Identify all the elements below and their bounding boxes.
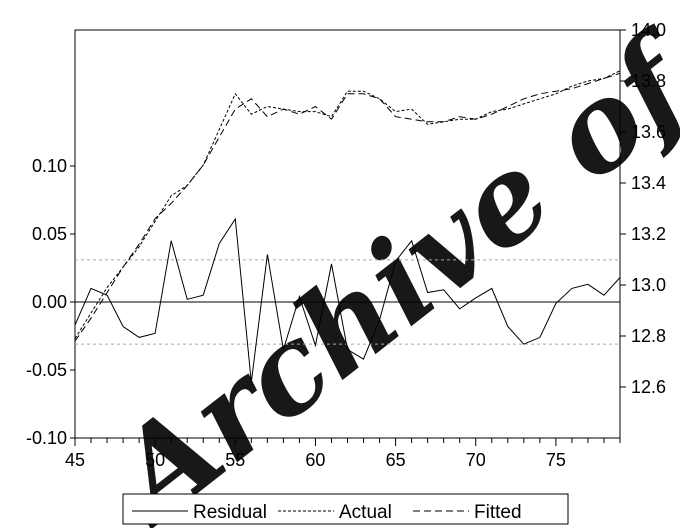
watermark-text: Archive of [82,5,680,528]
right-tick-label: 13.2 [631,224,666,244]
x-tick-label: 60 [305,450,325,470]
right-tick-label: 14.0 [631,20,666,40]
legend-label-residual: Residual [193,502,267,523]
x-tick-label: 65 [386,450,406,470]
x-axis: 45 50 55 60 65 70 75 [65,438,621,470]
left-tick-label: 0.05 [32,224,67,244]
x-tick-label: 55 [225,450,245,470]
series-layer [74,70,621,383]
x-tick-label: 75 [546,450,566,470]
left-y-axis: -0.10 -0.05 0.00 0.05 0.10 [26,156,75,448]
left-tick-label: 0.00 [32,292,67,312]
series-actual-line [74,70,621,339]
series-residual-line [74,217,621,383]
right-tick-label: 13.8 [631,71,666,91]
right-tick-label: 13.4 [631,173,666,193]
right-tick-label: 12.8 [631,326,666,346]
right-tick-label: 13.6 [631,122,666,142]
x-tick-label: 70 [466,450,486,470]
legend-label-fitted: Fitted [474,502,522,523]
legend-label-actual: Actual [339,502,392,523]
left-tick-label: -0.05 [26,360,67,380]
right-y-axis: 12.6 12.8 13.0 13.2 13.4 13.6 13.8 14.0 [620,20,666,397]
x-tick-label: 50 [145,450,165,470]
left-tick-label: -0.10 [26,428,67,448]
legend: Residual Actual Fitted [122,493,569,525]
reference-lines [75,259,620,345]
left-tick-label: 0.10 [32,156,67,176]
right-tick-label: 12.6 [631,377,666,397]
right-tick-label: 13.0 [631,275,666,295]
x-tick-label: 45 [65,450,85,470]
legend-box [122,493,569,525]
watermark: Archive of [82,5,680,528]
